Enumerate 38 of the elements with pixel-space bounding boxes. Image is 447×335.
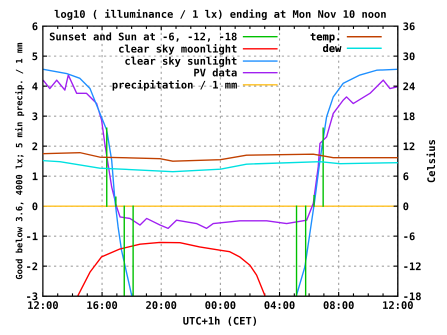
x-tick-label: 20:00 [146,301,176,310]
x-tick-label: 12:00 [28,301,58,310]
y2-tick-label: 18 [404,112,415,120]
y-tick-label: 1 [32,172,38,180]
y2-tick-label: -12 [404,262,421,270]
y2-axis-title: Celsius [426,140,436,182]
y2-tick-label: 24 [403,82,415,90]
y2-tick-label: 12 [404,142,414,150]
x-tick-label: 08:00 [324,301,354,310]
legend-label: PV data [194,68,237,76]
x-axis-title: UTC+1h (CET) [183,316,256,326]
y-tick-label: -2 [27,262,38,270]
legend-label: clear sky moonlight [119,44,236,55]
chart-title: log10 ( illuminance / 1 lx) ending at Mon Nov 10 noon [54,9,386,20]
y-tick-label: 5 [32,52,38,60]
y-tick-label: -1 [27,232,38,240]
y-tick-label: 0 [32,202,38,210]
y2-tick-label: -18 [404,292,421,300]
y2-tick-label: 30 [403,52,415,60]
x-tick-label: 12:00 [383,301,413,310]
y2-tick-label: 36 [403,22,415,30]
y-axis-title: Good below 3.6, 4000 lx; 5 min precip. / 1 mm [15,42,24,280]
legend-label: temp. [310,32,340,42]
y2-tick-label: 0 [403,202,408,210]
y-tick-label: -3 [27,292,38,300]
x-tick-label: 00:00 [205,301,236,310]
y-tick-label: 2 [32,142,38,150]
legend-label: Sunset and Sun at -6, -12, -18 [50,32,237,42]
y-tick-label: 4 [32,82,38,90]
x-tick-label: 16:00 [87,301,118,310]
x-tick-label: 04:00 [264,301,295,310]
legend-label: clear sky sunlight [125,56,236,67]
legend-label: precipitation / 1 mm [112,80,237,91]
y-tick-label: 6 [32,22,38,30]
legend-label: dew [322,44,342,52]
y2-tick-label: -6 [404,232,415,240]
y2-tick-label: 6 [403,172,408,180]
y-tick-label: 3 [32,112,38,120]
